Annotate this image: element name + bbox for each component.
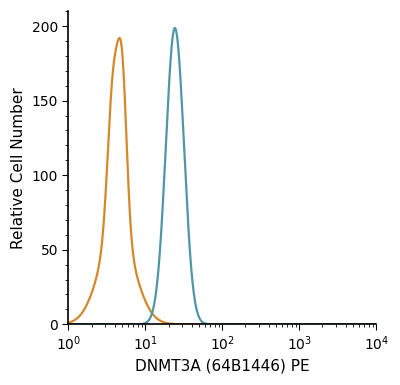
X-axis label: DNMT3A (64B1446) PE: DNMT3A (64B1446) PE [135, 359, 310, 374]
Y-axis label: Relative Cell Number: Relative Cell Number [11, 87, 26, 249]
